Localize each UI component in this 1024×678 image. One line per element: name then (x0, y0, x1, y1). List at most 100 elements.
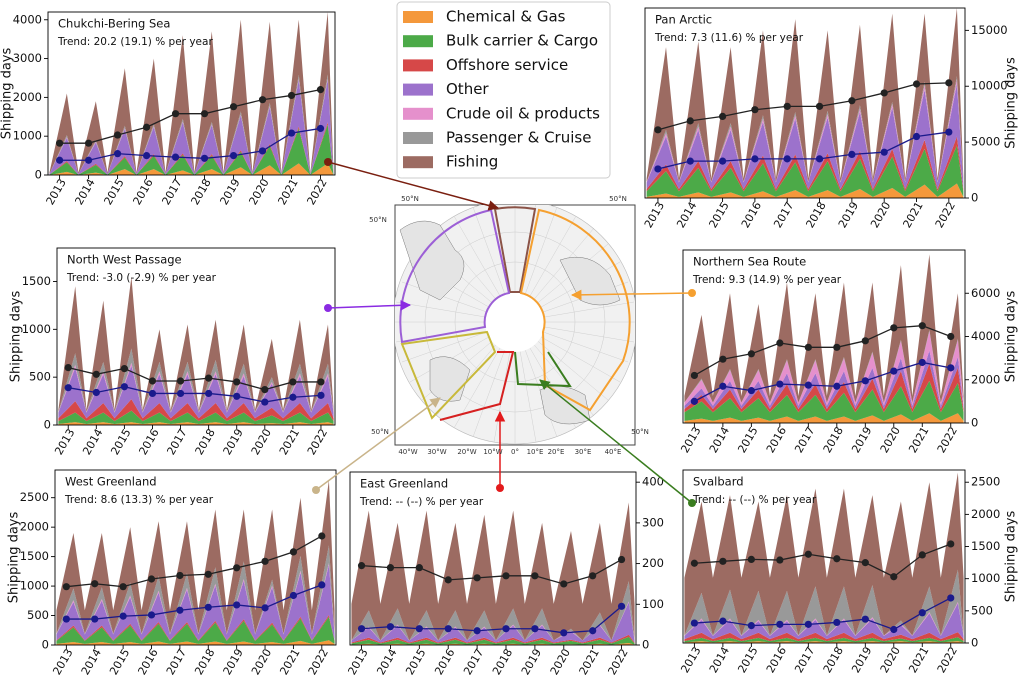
map-label: 50°N (371, 428, 389, 436)
map-label: 50°N (401, 195, 419, 203)
trend-marker (890, 367, 898, 375)
y-tick-label: 100 (642, 597, 664, 611)
trend-line (657, 131, 949, 170)
panel-title: Chukchi-Bering Sea (58, 17, 170, 31)
y-axis-label: Shipping days (0, 48, 15, 140)
trend-marker (229, 151, 238, 160)
legend-swatch (403, 83, 433, 96)
trend-text: Trend: 20.2 (19.1) % per year (57, 36, 213, 48)
y-tick-label: 2500 (20, 490, 49, 504)
trend-marker (719, 617, 727, 625)
legend-label: Passenger & Cruise (446, 129, 591, 147)
trend-marker (690, 371, 698, 380)
x-tick-label: 2021 (275, 177, 300, 208)
y-tick-label: 2000 (20, 520, 49, 534)
trend-marker (258, 96, 267, 104)
y-axis-label: Shipping days (9, 291, 24, 383)
connector-dot (324, 158, 332, 166)
trend-marker (444, 576, 452, 584)
trend-marker (415, 564, 423, 572)
trend-marker (776, 556, 784, 564)
plot-area (58, 276, 334, 425)
region-west-greenland (400, 330, 497, 420)
x-tick-label: 2014 (374, 647, 399, 678)
x-tick-label: 2015 (102, 177, 127, 208)
trend-marker (776, 339, 784, 347)
y-tick-label: 200 (642, 556, 664, 570)
area-5 (351, 581, 635, 641)
trend-marker (233, 392, 241, 400)
x-tick-label: 2014 (707, 425, 732, 456)
panel-title: Svalbard (693, 475, 744, 489)
area-5 (58, 348, 334, 413)
map-label: 30°E (575, 448, 592, 456)
legend-label: Crude oil & products (446, 104, 600, 122)
trend-marker (176, 389, 185, 398)
connector-dot (324, 304, 332, 312)
y-axis-label: Shipping days (7, 512, 22, 604)
x-tick-label: 2021 (906, 645, 931, 676)
trend-marker (176, 606, 184, 614)
trend-marker (91, 615, 99, 623)
x-tick-label: 2018 (490, 647, 515, 678)
x-tick-label: 2020 (548, 647, 573, 678)
y-tick-label: 0 (642, 638, 649, 652)
connectors (312, 158, 696, 507)
x-tick-label: 2019 (217, 176, 242, 207)
x-tick-label: 2013 (678, 425, 703, 456)
trend-marker (142, 123, 151, 131)
trend-marker (84, 139, 93, 147)
x-tick-label: 2014 (674, 200, 699, 231)
trend-marker (947, 594, 955, 602)
plot-area (56, 480, 335, 645)
trend-marker (783, 102, 791, 110)
trend-marker (690, 619, 698, 627)
x-tick-label: 2015 (707, 200, 732, 231)
x-tick-label: 2018 (821, 425, 846, 456)
legend-label: Chemical & Gas (446, 8, 566, 26)
x-tick-label: 2017 (461, 647, 486, 678)
trend-marker (233, 378, 241, 386)
x-tick-label: 2015 (735, 645, 760, 676)
area-6 (684, 472, 964, 636)
trend-marker (719, 355, 727, 363)
area-3 (646, 84, 964, 190)
trend-marker (84, 156, 93, 164)
trend-marker (918, 322, 926, 330)
map-label: 40°E (605, 448, 622, 456)
y-tick-label: 5000 (971, 135, 1000, 149)
trend-marker (783, 155, 791, 163)
x-tick-label: 2014 (79, 647, 104, 678)
trend-marker (890, 625, 898, 634)
x-tick-label: 2013 (642, 200, 667, 231)
trend-text: Trend: -3.0 (-2.9) % per year (66, 272, 217, 284)
trend-marker (171, 110, 180, 118)
y-axis-label: Shipping days (1004, 511, 1019, 603)
trend-marker (861, 377, 869, 385)
trend-marker (815, 155, 824, 163)
plot-area (684, 472, 964, 643)
trend-marker (912, 132, 921, 141)
y-tick-label: 1500 (971, 539, 1000, 553)
trend-marker (142, 151, 151, 160)
trend-marker (289, 548, 298, 556)
y-tick-label: 400 (642, 475, 664, 489)
trend-marker (686, 117, 694, 125)
x-tick-label: 2014 (707, 645, 732, 676)
plot-frame (56, 247, 336, 426)
panel: 0 500 1000 1500 2013 2014 2015 2016 2017 2018 2019… (9, 247, 336, 458)
trend-line (694, 325, 951, 376)
trend-marker (204, 603, 212, 611)
panel: 0 100 200 300 400 2013 2014 2015 2016 2017 2018 201… (345, 471, 664, 678)
y-tick-label: 500 (27, 608, 49, 622)
x-tick-label: 2020 (878, 645, 903, 676)
trend-marker (848, 150, 856, 159)
map-label: 10°E (527, 448, 544, 456)
map-label: 10°W (483, 448, 502, 456)
trend-marker (91, 580, 99, 588)
x-tick-label: 2019 (849, 425, 874, 456)
x-tick-label: 2013 (345, 647, 370, 678)
trend-text: Trend: 8.6 (13.3) % per year (64, 494, 214, 506)
x-tick-label: 2016 (136, 427, 161, 458)
